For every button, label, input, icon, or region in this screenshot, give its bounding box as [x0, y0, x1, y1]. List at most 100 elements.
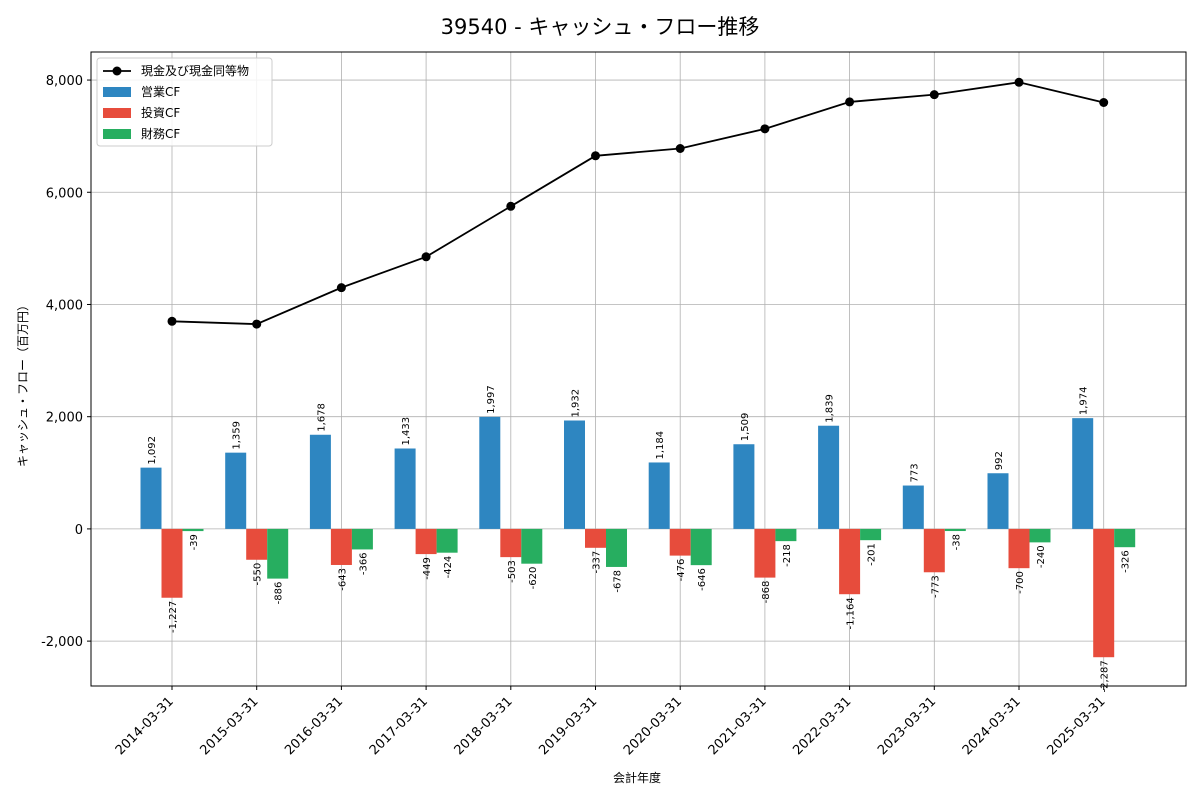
y-tick-label: 6,000 [46, 186, 83, 201]
bar-value-label: 1,092 [147, 436, 158, 465]
bar-value-label: 1,509 [740, 413, 751, 442]
cash-line-point [591, 151, 600, 161]
bar-labels: 1,092 1,359 1,678 1,433 1,997 1,932 1,184 1,509… [147, 385, 1132, 692]
plot-frame [90, 51, 1187, 687]
y-axis-label: キャッシュ・フロー（百万円） [16, 299, 30, 467]
legend-label: 投資CF [141, 105, 180, 120]
bar-value-label: -337 [592, 551, 603, 574]
bar-value-label: -678 [613, 570, 624, 593]
x-tick-label: 2018-03-31 [452, 694, 516, 758]
bar [775, 528, 797, 542]
bar-value-label: 773 [909, 463, 920, 482]
bar [902, 485, 924, 529]
bar [860, 528, 882, 541]
bar-value-label: -424 [443, 556, 454, 579]
cash-line-point [167, 316, 177, 326]
bar [394, 448, 416, 529]
x-tick-label: 2022-03-31 [790, 694, 854, 758]
legend-label: 財務CF [141, 126, 180, 141]
bar-value-label: -1,227 [168, 601, 179, 633]
bar [267, 528, 289, 579]
x-tick-label: 2020-03-31 [621, 694, 685, 758]
bar-value-label: -240 [1036, 545, 1047, 568]
y-tick-label: -2,000 [41, 635, 83, 650]
bar [246, 528, 268, 560]
bar [1008, 528, 1030, 569]
cash-line-point [760, 124, 770, 134]
bar-value-label: -643 [337, 568, 348, 591]
bar-value-label: 1,997 [486, 385, 497, 414]
bar [1093, 528, 1115, 658]
legend-box [96, 57, 273, 147]
legend-marker [112, 66, 122, 76]
bar-value-label: -503 [507, 560, 518, 583]
bar-value-label: -868 [761, 581, 772, 604]
cash-line-point [336, 283, 346, 293]
bar-value-label: 1,184 [655, 431, 666, 460]
bar-value-label: -886 [274, 582, 285, 605]
bar [818, 425, 840, 529]
cash-line-point [1014, 77, 1024, 87]
cash-line-point [675, 144, 685, 154]
cash-line-path [171, 81, 1104, 326]
bar-value-label: 1,678 [316, 403, 327, 432]
bar [585, 528, 606, 548]
cash-line-point [252, 319, 262, 329]
cash-line-point [421, 252, 431, 262]
y-tick-label: 2,000 [46, 411, 83, 426]
bar [690, 528, 712, 566]
bar [1072, 418, 1094, 529]
bar-value-label: -2,287 [1100, 660, 1111, 692]
bar [161, 528, 183, 598]
legend-label: 現金及び現金同等物 [141, 63, 249, 78]
bar-value-label: -773 [930, 575, 941, 598]
bar-value-label: -218 [782, 544, 793, 567]
chart-title: 39540 - キャッシュ・フロー推移 [441, 15, 760, 39]
bar-value-label: -620 [528, 567, 539, 590]
bar [648, 462, 670, 529]
cash-line-point [845, 97, 855, 107]
bar [351, 528, 373, 550]
bar [309, 434, 331, 529]
bar [754, 528, 776, 578]
x-tick-label: 2023-03-31 [875, 694, 939, 758]
bar [500, 528, 522, 558]
bar [944, 528, 966, 532]
bar-value-label: -700 [1015, 571, 1026, 594]
bar [479, 416, 501, 529]
legend-swatch [103, 87, 131, 97]
bar [733, 444, 755, 529]
bar-value-label: 1,433 [401, 417, 412, 446]
x-tick-label: 2025-03-31 [1044, 694, 1108, 758]
bar-value-label: -646 [697, 568, 708, 591]
bar [987, 473, 1009, 529]
bar-value-label: -201 [867, 543, 878, 566]
legend-swatch [103, 129, 131, 139]
x-tick-label: 2024-03-31 [960, 694, 1024, 758]
bar [140, 467, 162, 529]
x-tick-label: 2021-03-31 [706, 694, 770, 758]
x-tick-label: 2017-03-31 [367, 694, 431, 758]
bar-value-label: 1,839 [825, 394, 836, 423]
bar [225, 452, 247, 529]
cash-line-point [506, 201, 516, 211]
legend-swatch [103, 108, 131, 118]
bar [182, 528, 204, 532]
x-tick-label: 2019-03-31 [536, 694, 600, 758]
bar-value-label: 1,932 [571, 389, 582, 418]
bar [1114, 528, 1136, 548]
bar-value-label: -366 [358, 552, 369, 575]
bar-value-label: -326 [1121, 550, 1132, 573]
x-axis-label: 会計年度 [613, 770, 661, 785]
bar-value-label: -550 [253, 563, 264, 586]
bar [415, 528, 437, 555]
bar-value-label: 1,974 [1079, 387, 1090, 416]
x-tick-label: 2015-03-31 [197, 694, 261, 758]
bar [839, 528, 861, 595]
bar [330, 528, 352, 565]
y-tick-label: 8,000 [46, 74, 83, 89]
bar-value-label: -1,164 [846, 597, 857, 629]
cash-line [167, 77, 1109, 329]
